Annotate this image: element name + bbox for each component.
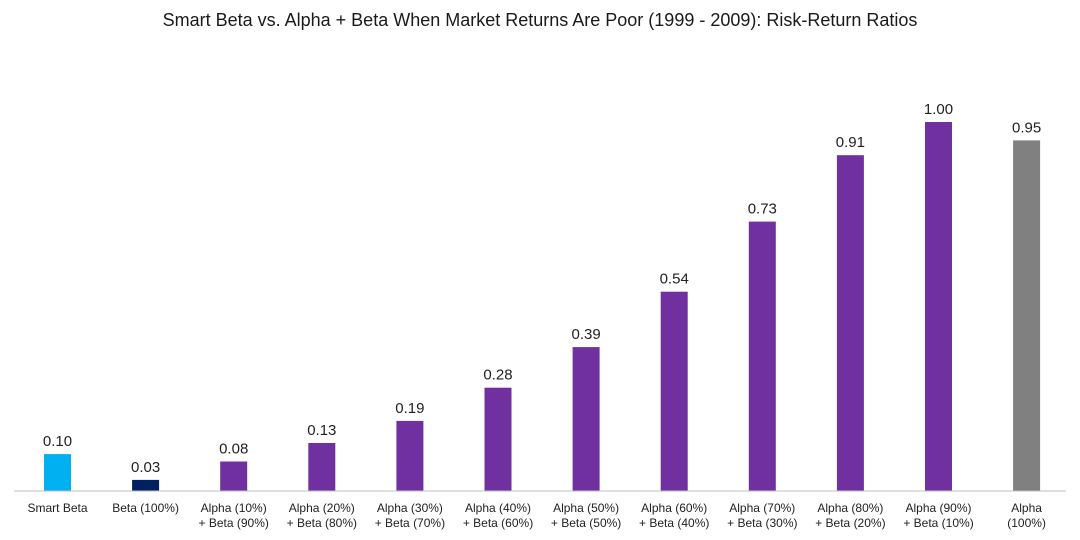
- data-label-1: 0.03: [131, 459, 160, 476]
- bar-6: [573, 347, 600, 491]
- bar-4: [396, 421, 423, 491]
- x-tick-label-2: Alpha (10%) + Beta (90%): [199, 501, 269, 530]
- x-tick-label-7: Alpha (60%) + Beta (40%): [639, 501, 709, 530]
- x-tick-label-line: Alpha (90%): [905, 501, 971, 515]
- x-tick-label-4: Alpha (30%) + Beta (70%): [375, 501, 445, 530]
- x-tick-label-5: Alpha (40%) + Beta (60%): [463, 501, 533, 530]
- data-label-3: 0.13: [307, 422, 336, 439]
- x-tick-label-line: + Beta (80%): [287, 516, 357, 530]
- data-label-2: 0.08: [219, 441, 248, 458]
- x-tick-label-3: Alpha (20%) + Beta (80%): [287, 501, 357, 530]
- x-tick-label-8: Alpha (70%) + Beta (30%): [727, 501, 797, 530]
- x-tick-label-line: Alpha (60%): [641, 501, 707, 515]
- x-tick-label-0: Smart Beta: [27, 501, 87, 515]
- data-labels-layer: 0.10 0.03 0.08 0.13 0.19 0.28 0.39 0.54 0.73 0.91…: [43, 101, 1041, 476]
- x-tick-label-line: + Beta (60%): [463, 516, 533, 530]
- bar-8: [749, 222, 776, 491]
- x-tick-label-line: Alpha (40%): [465, 501, 531, 515]
- bar-11: [1013, 140, 1040, 491]
- x-tick-label-line: Alpha (20%): [289, 501, 355, 515]
- x-tick-label-10: Alpha (90%) + Beta (10%): [903, 501, 973, 530]
- bar-0: [44, 454, 71, 491]
- bar-7: [661, 292, 688, 491]
- data-label-5: 0.28: [483, 367, 512, 384]
- data-label-10: 1.00: [924, 101, 953, 118]
- x-tick-label-line: Alpha (70%): [729, 501, 795, 515]
- x-tick-label-line: + Beta (30%): [727, 516, 797, 530]
- data-label-9: 0.91: [836, 134, 865, 151]
- x-tick-label-line: Alpha: [1011, 501, 1042, 515]
- data-label-11: 0.95: [1012, 119, 1041, 136]
- x-tick-label-11: Alpha (100%): [1007, 501, 1046, 530]
- x-tick-label-line: Alpha (10%): [201, 501, 267, 515]
- x-tick-label-line: + Beta (20%): [815, 516, 885, 530]
- data-label-4: 0.19: [395, 400, 424, 417]
- bars-layer: [44, 122, 1040, 491]
- bar-5: [485, 388, 512, 491]
- x-tick-labels-layer: Smart Beta Beta (100%) Alpha (10%) + Beta (…: [27, 501, 1045, 530]
- x-tick-label-9: Alpha (80%) + Beta (20%): [815, 501, 885, 530]
- x-tick-label-line: Smart Beta: [27, 501, 87, 515]
- x-tick-label-line: Alpha (50%): [553, 501, 619, 515]
- x-tick-label-line: + Beta (10%): [903, 516, 973, 530]
- x-tick-label-line: + Beta (40%): [639, 516, 709, 530]
- x-tick-label-line: Alpha (80%): [817, 501, 883, 515]
- x-tick-label-1: Beta (100%): [112, 501, 179, 515]
- x-tick-label-line: Beta (100%): [112, 501, 179, 515]
- data-label-7: 0.54: [660, 271, 689, 288]
- bar-3: [308, 443, 335, 491]
- x-tick-label-6: Alpha (50%) + Beta (50%): [551, 501, 621, 530]
- bar-1: [132, 480, 159, 491]
- x-tick-label-line: Alpha (30%): [377, 501, 443, 515]
- x-tick-label-line: + Beta (50%): [551, 516, 621, 530]
- x-tick-label-line: (100%): [1007, 516, 1046, 530]
- bar-2: [220, 462, 247, 492]
- bar-10: [925, 122, 952, 491]
- data-label-0: 0.10: [43, 433, 72, 450]
- data-label-8: 0.73: [748, 201, 777, 218]
- data-label-6: 0.39: [571, 326, 600, 343]
- bar-9: [837, 155, 864, 491]
- x-tick-label-line: + Beta (70%): [375, 516, 445, 530]
- x-tick-label-line: + Beta (90%): [199, 516, 269, 530]
